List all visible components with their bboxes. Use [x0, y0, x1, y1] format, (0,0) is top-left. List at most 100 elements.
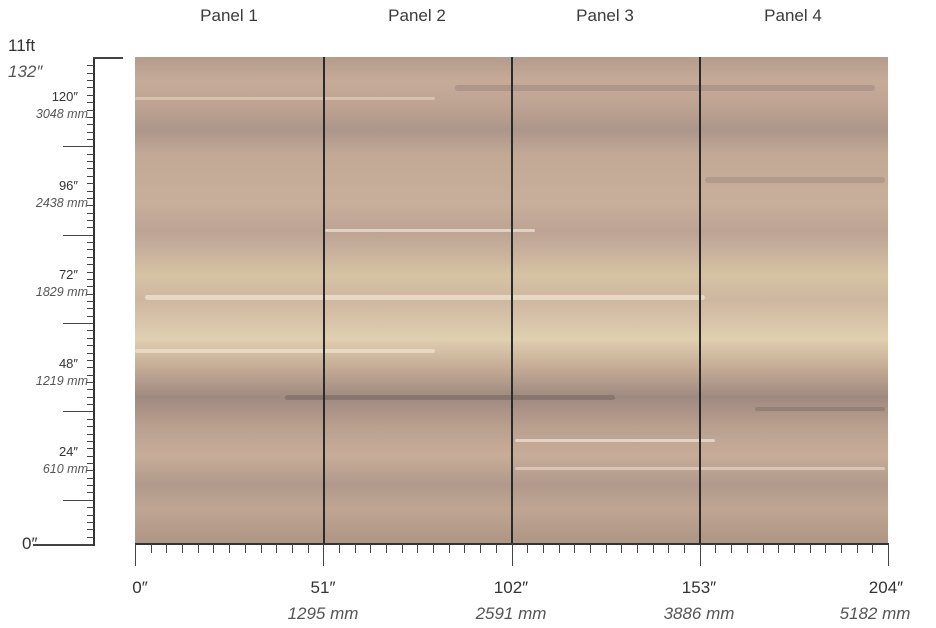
horizontal-minor-tick — [715, 544, 717, 553]
horizontal-label-102in: 102″ — [493, 578, 529, 597]
vertical-label-72in: 72″ — [58, 267, 78, 282]
vertical-minor-tick — [87, 529, 94, 531]
mural-streak — [285, 395, 615, 400]
vertical-minor-tick — [87, 175, 94, 177]
horizontal-minor-tick — [684, 544, 686, 553]
vertical-minor-tick — [87, 183, 94, 185]
vertical-minor-tick — [87, 470, 94, 472]
vertical-minor-tick — [87, 205, 94, 207]
horizontal-minor-tick — [558, 544, 560, 553]
horizontal-major-tick — [135, 544, 136, 566]
horizontal-minor-tick — [197, 544, 199, 553]
panel-divider — [323, 57, 325, 543]
horizontal-label-1295mm: 1295 mm — [287, 604, 359, 623]
horizontal-minor-tick — [213, 544, 215, 553]
horizontal-minor-tick — [637, 544, 638, 553]
vertical-top-inches: 132″ — [8, 62, 43, 81]
horizontal-label-153in: 153″ — [681, 578, 717, 597]
vertical-zero-label: 0″ — [22, 534, 38, 553]
vertical-minor-tick — [87, 271, 94, 273]
vertical-minor-tick — [87, 440, 94, 442]
horizontal-minor-tick — [307, 544, 309, 553]
panel-3-title: Panel 3 — [576, 6, 634, 25]
vertical-label-96in: 96″ — [58, 178, 78, 193]
vertical-major-tick — [63, 234, 93, 236]
horizontal-label-0in: 0″ — [132, 578, 148, 597]
vertical-minor-tick — [87, 536, 94, 538]
vertical-ruler-line — [93, 58, 95, 546]
vertical-minor-tick — [87, 249, 94, 251]
mural-streak — [145, 295, 705, 300]
horizontal-minor-tick — [166, 544, 168, 553]
panel-4-title: Panel 4 — [764, 6, 822, 25]
horizontal-minor-tick — [809, 544, 811, 553]
vertical-major-tick — [63, 411, 93, 413]
vertical-minor-tick — [87, 345, 94, 347]
vertical-minor-tick — [87, 514, 94, 516]
vertical-minor-tick — [87, 426, 94, 428]
vertical-minor-tick — [87, 286, 94, 288]
vertical-minor-tick — [87, 374, 94, 376]
panel-divider — [511, 57, 513, 543]
vertical-minor-tick — [87, 190, 94, 192]
horizontal-minor-tick — [574, 544, 576, 553]
horizontal-major-tick — [511, 544, 513, 566]
vertical-minor-tick — [87, 477, 94, 479]
horizontal-label-3886mm: 3886 mm — [663, 604, 735, 623]
horizontal-minor-tick — [448, 544, 450, 553]
horizontal-minor-tick — [778, 544, 780, 553]
vertical-label-1219mm: 1219 mm — [35, 374, 88, 388]
horizontal-minor-tick — [433, 544, 435, 553]
vertical-minor-tick — [87, 264, 94, 266]
horizontal-minor-tick — [276, 544, 278, 553]
vertical-minor-tick — [87, 124, 94, 126]
horizontal-minor-tick — [527, 544, 529, 553]
vertical-major-tick — [63, 499, 93, 501]
vertical-minor-tick — [87, 72, 94, 74]
horizontal-minor-tick — [386, 544, 387, 553]
vertical-minor-tick — [87, 220, 94, 221]
horizontal-minor-tick — [621, 544, 623, 553]
horizontal-minor-tick — [746, 544, 748, 553]
vertical-minor-tick — [87, 433, 94, 435]
horizontal-minor-tick — [354, 544, 356, 553]
vertical-minor-tick — [87, 367, 94, 369]
horizontal-minor-tick — [840, 544, 842, 553]
horizontal-minor-tick — [260, 544, 262, 553]
vertical-label-48in: 48″ — [58, 356, 78, 371]
vertical-minor-tick — [87, 153, 94, 155]
vertical-minor-tick — [87, 507, 94, 509]
vertical-minor-tick — [87, 418, 94, 420]
vertical-minor-tick — [87, 116, 94, 118]
vertical-minor-tick — [87, 242, 94, 244]
mural-streak — [135, 349, 435, 353]
horizontal-minor-tick — [793, 544, 795, 553]
horizontal-label-51in: 51″ — [310, 578, 336, 597]
vertical-minor-tick — [87, 197, 94, 199]
horizontal-minor-tick — [401, 544, 403, 553]
horizontal-minor-tick — [338, 544, 340, 553]
horizontal-minor-tick — [542, 544, 544, 553]
vertical-minor-tick — [87, 161, 94, 163]
vertical-label-610mm: 610 mm — [42, 462, 88, 476]
vertical-minor-tick — [87, 131, 94, 133]
vertical-minor-tick — [87, 521, 94, 523]
vertical-minor-tick — [87, 102, 94, 104]
horizontal-minor-tick — [825, 544, 827, 553]
vertical-label-2438mm: 2438 mm — [35, 196, 88, 210]
horizontal-minor-tick — [480, 544, 482, 553]
vertical-minor-tick — [87, 139, 94, 140]
horizontal-minor-tick — [150, 544, 152, 553]
vertical-minor-tick — [87, 212, 94, 214]
horizontal-major-tick — [888, 544, 889, 566]
vertical-minor-tick — [87, 382, 94, 383]
vertical-minor-tick — [87, 330, 94, 332]
horizontal-ruler-line — [135, 543, 889, 545]
vertical-minor-tick — [87, 87, 94, 89]
horizontal-minor-tick — [244, 544, 246, 553]
vertical-minor-tick — [87, 308, 94, 310]
vertical-minor-tick — [87, 109, 94, 111]
horizontal-minor-tick — [417, 544, 419, 553]
horizontal-label-204in: 204″ — [868, 578, 904, 597]
horizontal-minor-tick — [291, 544, 293, 553]
